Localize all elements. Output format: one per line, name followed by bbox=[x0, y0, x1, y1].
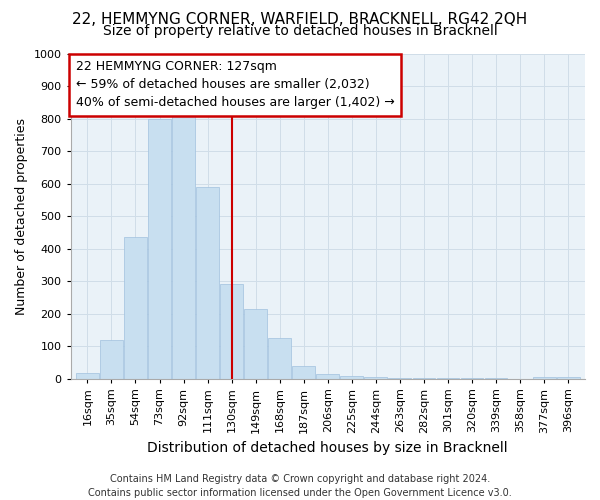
Bar bbox=[340, 376, 363, 378]
Bar bbox=[148, 119, 171, 378]
Bar bbox=[172, 116, 195, 378]
Bar bbox=[292, 366, 315, 378]
Bar bbox=[268, 338, 291, 378]
Text: Size of property relative to detached houses in Bracknell: Size of property relative to detached ho… bbox=[103, 24, 497, 38]
Bar bbox=[196, 187, 219, 378]
Bar bbox=[316, 374, 339, 378]
Text: 22, HEMMYNG CORNER, WARFIELD, BRACKNELL, RG42 2QH: 22, HEMMYNG CORNER, WARFIELD, BRACKNELL,… bbox=[73, 12, 527, 28]
Bar bbox=[76, 372, 99, 378]
Bar bbox=[220, 284, 243, 378]
Y-axis label: Number of detached properties: Number of detached properties bbox=[15, 118, 28, 315]
Bar bbox=[557, 377, 580, 378]
Text: Contains HM Land Registry data © Crown copyright and database right 2024.
Contai: Contains HM Land Registry data © Crown c… bbox=[88, 474, 512, 498]
Bar bbox=[364, 377, 387, 378]
Bar bbox=[100, 340, 123, 378]
Bar bbox=[533, 377, 556, 378]
Bar bbox=[124, 238, 147, 378]
Bar bbox=[244, 310, 267, 378]
Text: 22 HEMMYNG CORNER: 127sqm
← 59% of detached houses are smaller (2,032)
40% of se: 22 HEMMYNG CORNER: 127sqm ← 59% of detac… bbox=[76, 60, 394, 110]
X-axis label: Distribution of detached houses by size in Bracknell: Distribution of detached houses by size … bbox=[148, 441, 508, 455]
